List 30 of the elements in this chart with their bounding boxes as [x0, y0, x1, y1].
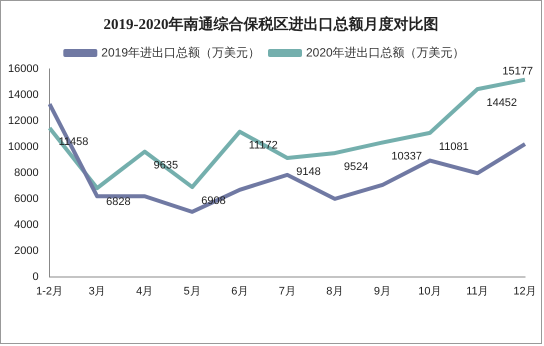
- data-label: 9524: [344, 161, 368, 174]
- data-label: 9148: [296, 166, 321, 178]
- x-tick-label: 6月: [231, 285, 248, 298]
- y-tick-label: 16000: [8, 63, 39, 76]
- x-tick-label: 3月: [88, 285, 106, 298]
- data-label: 11081: [438, 140, 469, 153]
- x-tick-label: 10月: [418, 285, 442, 298]
- y-tick-label: 12000: [8, 114, 39, 127]
- data-label: 14452: [486, 97, 518, 110]
- data-label: 10337: [391, 150, 422, 163]
- legend-label: 2020年进出口总额（万美元）: [306, 45, 465, 60]
- y-tick-label: 2000: [14, 244, 39, 257]
- x-tick-label: 8月: [326, 285, 344, 298]
- y-tick-label: 14000: [8, 89, 39, 102]
- y-tick-label: 0: [32, 270, 39, 283]
- x-tick-label: 4月: [136, 285, 154, 298]
- y-tick-label: 6000: [14, 192, 39, 205]
- data-label: 6828: [106, 196, 131, 208]
- x-tick-label: 11月: [466, 285, 489, 298]
- x-tick-label: 12月: [513, 285, 537, 298]
- y-tick-label: 8000: [14, 166, 39, 179]
- x-tick-label: 1-2月: [36, 285, 64, 298]
- y-tick-label: 4000: [14, 218, 39, 231]
- y-tick-label: 10000: [8, 140, 39, 153]
- chart-title: 2019-2020年南通综合保税区进出口总额月度对比图: [102, 15, 440, 34]
- legend-label: 2019年进出口总额（万美元）: [101, 45, 260, 60]
- x-tick-label: 7月: [278, 285, 296, 298]
- x-tick-label: 9月: [374, 285, 391, 298]
- x-tick-label: 5月: [184, 285, 201, 298]
- data-label: 15177: [502, 66, 533, 78]
